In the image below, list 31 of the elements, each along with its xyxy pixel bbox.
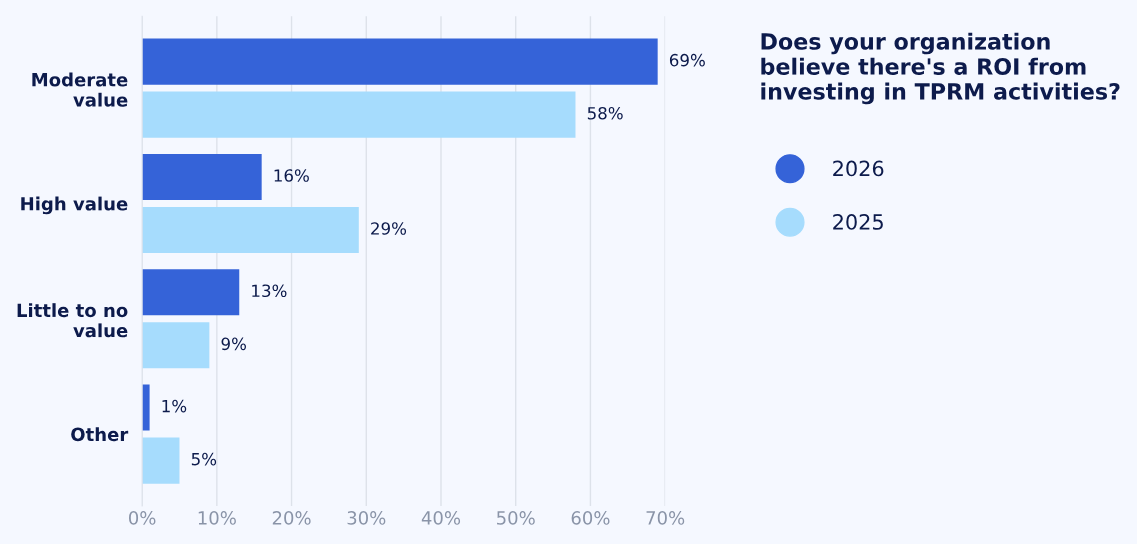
x-tick-label: 40% <box>421 511 461 525</box>
x-tick-label: 30% <box>347 511 386 525</box>
x-tick-label: 60% <box>571 511 610 525</box>
x-tick-label: 20% <box>272 511 311 525</box>
y-tick-label: High value <box>21 196 128 215</box>
bar <box>142 269 240 316</box>
y-tick-label: Little to no value <box>17 303 128 338</box>
bar <box>142 437 180 484</box>
x-tick-label: 50% <box>497 511 535 525</box>
bar <box>142 206 359 254</box>
bar <box>142 322 210 369</box>
legend-label: 2026 <box>833 160 884 177</box>
x-tick-label: 0% <box>128 511 156 525</box>
data-label: 29% <box>371 222 407 235</box>
data-label: 1% <box>162 399 187 413</box>
text: Does your organization believe there's a ROI from investing in TPRM activities? <box>761 32 1120 105</box>
data-label: 5% <box>191 452 217 466</box>
x-tick-label: 10% <box>198 511 236 525</box>
bar <box>142 153 262 201</box>
data-label: 69% <box>669 53 705 67</box>
y-tick-label: Moderate value <box>32 72 128 107</box>
x-tick-label: 70% <box>646 511 685 525</box>
bar <box>142 384 150 431</box>
data-label: 16% <box>274 169 309 182</box>
y-tick-label: Other <box>71 427 129 442</box>
data-label: 13% <box>252 284 287 298</box>
bar <box>142 38 658 85</box>
legend-label: 2025 <box>833 214 883 230</box>
data-label: 58% <box>587 106 623 120</box>
bar <box>142 91 576 138</box>
data-label: 9% <box>221 337 246 351</box>
